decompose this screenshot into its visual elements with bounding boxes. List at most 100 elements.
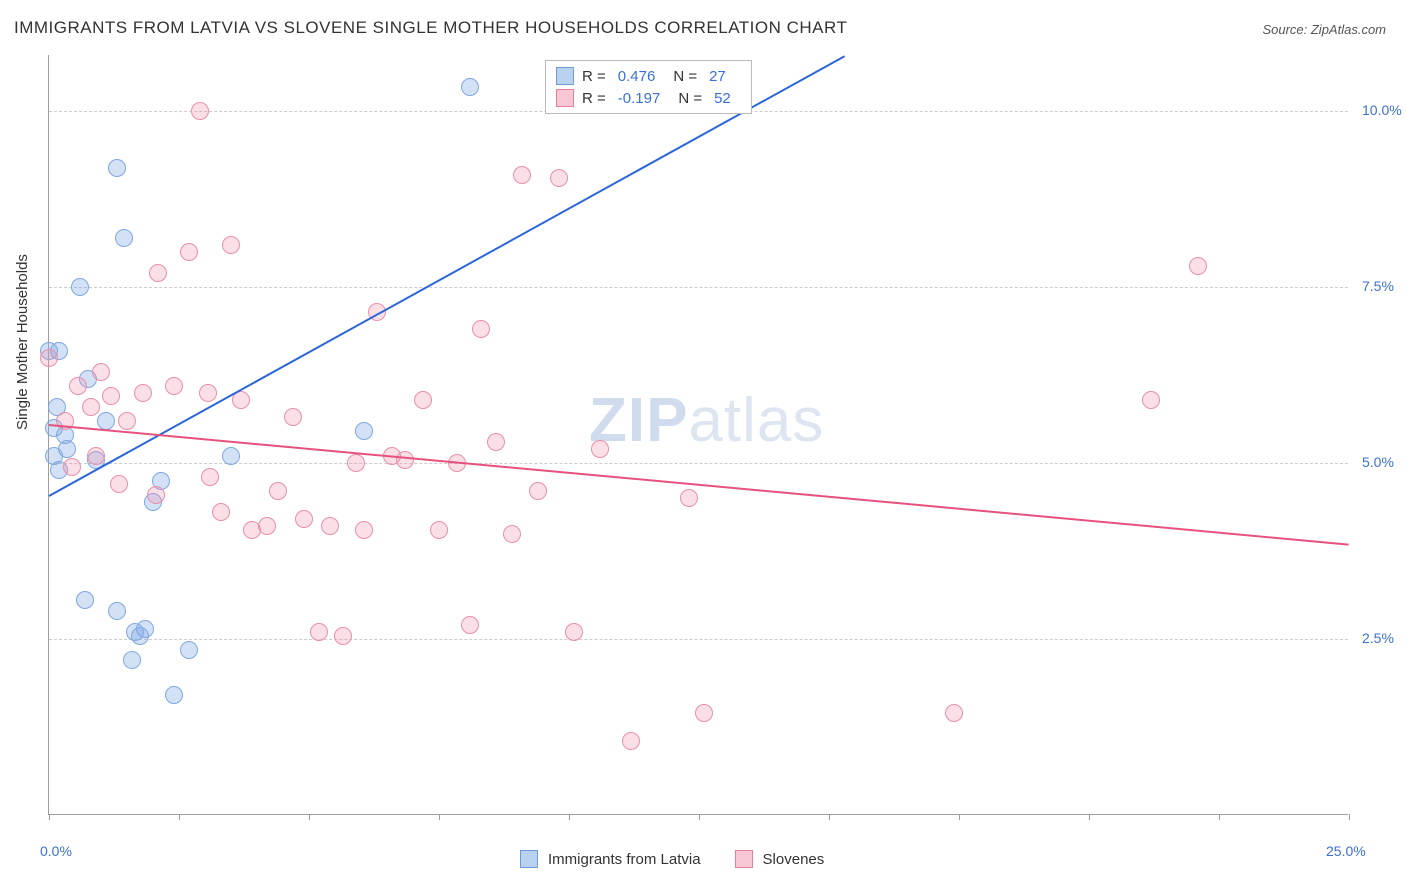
scatter-point-slovenes [284,408,302,426]
scatter-point-slovenes [1142,391,1160,409]
legend-swatch-slovenes [735,850,753,868]
scatter-point-latvia [58,440,76,458]
r-label: R = [582,90,606,107]
scatter-point-latvia [136,620,154,638]
scatter-point-slovenes [622,732,640,750]
x-tick [1219,814,1220,820]
scatter-point-slovenes [180,243,198,261]
x-tick [1349,814,1350,820]
scatter-point-latvia [180,641,198,659]
x-tick [699,814,700,820]
scatter-point-slovenes [513,166,531,184]
scatter-point-slovenes [92,363,110,381]
scatter-point-slovenes [165,377,183,395]
scatter-point-slovenes [680,489,698,507]
scatter-point-slovenes [695,704,713,722]
scatter-point-slovenes [396,451,414,469]
scatter-point-slovenes [591,440,609,458]
scatter-point-slovenes [201,468,219,486]
scatter-point-slovenes [63,458,81,476]
source-attribution: Source: ZipAtlas.com [1262,22,1386,37]
scatter-point-slovenes [110,475,128,493]
scatter-point-slovenes [82,398,100,416]
scatter-point-slovenes [472,320,490,338]
r-label: R = [582,68,606,85]
y-tick-label: 7.5% [1362,278,1394,294]
scatter-point-slovenes [565,623,583,641]
watermark: ZIPatlas [589,385,824,456]
x-tick-label: 25.0% [1326,843,1366,859]
correlation-legend: R =0.476N =27R =-0.197N =52 [545,60,752,114]
scatter-point-slovenes [295,510,313,528]
legend-swatch-slovenes [556,89,574,107]
x-tick [829,814,830,820]
scatter-point-slovenes [134,384,152,402]
scatter-point-slovenes [102,387,120,405]
scatter-point-latvia [222,447,240,465]
scatter-point-latvia [97,412,115,430]
legend-swatch-latvia [520,850,538,868]
scatter-point-latvia [461,78,479,96]
scatter-point-slovenes [69,377,87,395]
legend-label-latvia: Immigrants from Latvia [548,851,701,868]
scatter-point-slovenes [461,616,479,634]
x-tick [439,814,440,820]
scatter-point-slovenes [487,433,505,451]
scatter-point-slovenes [40,349,58,367]
scatter-point-slovenes [503,525,521,543]
scatter-point-latvia [165,686,183,704]
scatter-point-slovenes [334,627,352,645]
series-legend: Immigrants from Latvia Slovenes [520,850,848,868]
watermark-light: atlas [688,386,824,455]
x-tick-label: 0.0% [40,843,72,859]
scatter-point-latvia [108,159,126,177]
gridline [49,287,1348,288]
scatter-point-slovenes [199,384,217,402]
chart-container: IMMIGRANTS FROM LATVIA VS SLOVENE SINGLE… [0,0,1406,892]
scatter-point-slovenes [355,521,373,539]
scatter-point-slovenes [310,623,328,641]
scatter-point-slovenes [269,482,287,500]
scatter-point-slovenes [212,503,230,521]
scatter-point-latvia [123,651,141,669]
scatter-point-slovenes [529,482,547,500]
scatter-point-slovenes [430,521,448,539]
y-axis-title: Single Mother Households [14,254,31,430]
scatter-point-slovenes [149,264,167,282]
scatter-point-slovenes [222,236,240,254]
gridline [49,639,1348,640]
r-value-slovenes: -0.197 [618,90,661,107]
y-tick-label: 5.0% [1362,454,1394,470]
scatter-point-latvia [76,591,94,609]
scatter-point-slovenes [258,517,276,535]
scatter-point-slovenes [87,447,105,465]
scatter-point-slovenes [945,704,963,722]
y-tick-label: 2.5% [1362,630,1394,646]
chart-title: IMMIGRANTS FROM LATVIA VS SLOVENE SINGLE… [14,18,847,38]
n-label: N = [673,68,697,85]
y-tick-label: 10.0% [1362,102,1402,118]
scatter-point-slovenes [191,102,209,120]
scatter-point-latvia [355,422,373,440]
scatter-point-slovenes [414,391,432,409]
scatter-point-latvia [71,278,89,296]
scatter-point-slovenes [550,169,568,187]
plot-area: ZIPatlas [48,55,1348,815]
x-tick [959,814,960,820]
r-value-latvia: 0.476 [618,68,656,85]
legend-swatch-latvia [556,67,574,85]
scatter-point-latvia [115,229,133,247]
n-label: N = [678,90,702,107]
scatter-point-slovenes [118,412,136,430]
scatter-point-slovenes [1189,257,1207,275]
gridline [49,463,1348,464]
correlation-row-latvia: R = 0.476 N = 27 [556,65,741,87]
scatter-point-slovenes [347,454,365,472]
scatter-point-slovenes [321,517,339,535]
scatter-point-latvia [108,602,126,620]
scatter-point-slovenes [147,486,165,504]
trend-line-latvia [49,55,846,497]
legend-label-slovenes: Slovenes [763,851,825,868]
x-tick [569,814,570,820]
n-value-latvia: 27 [709,68,726,85]
